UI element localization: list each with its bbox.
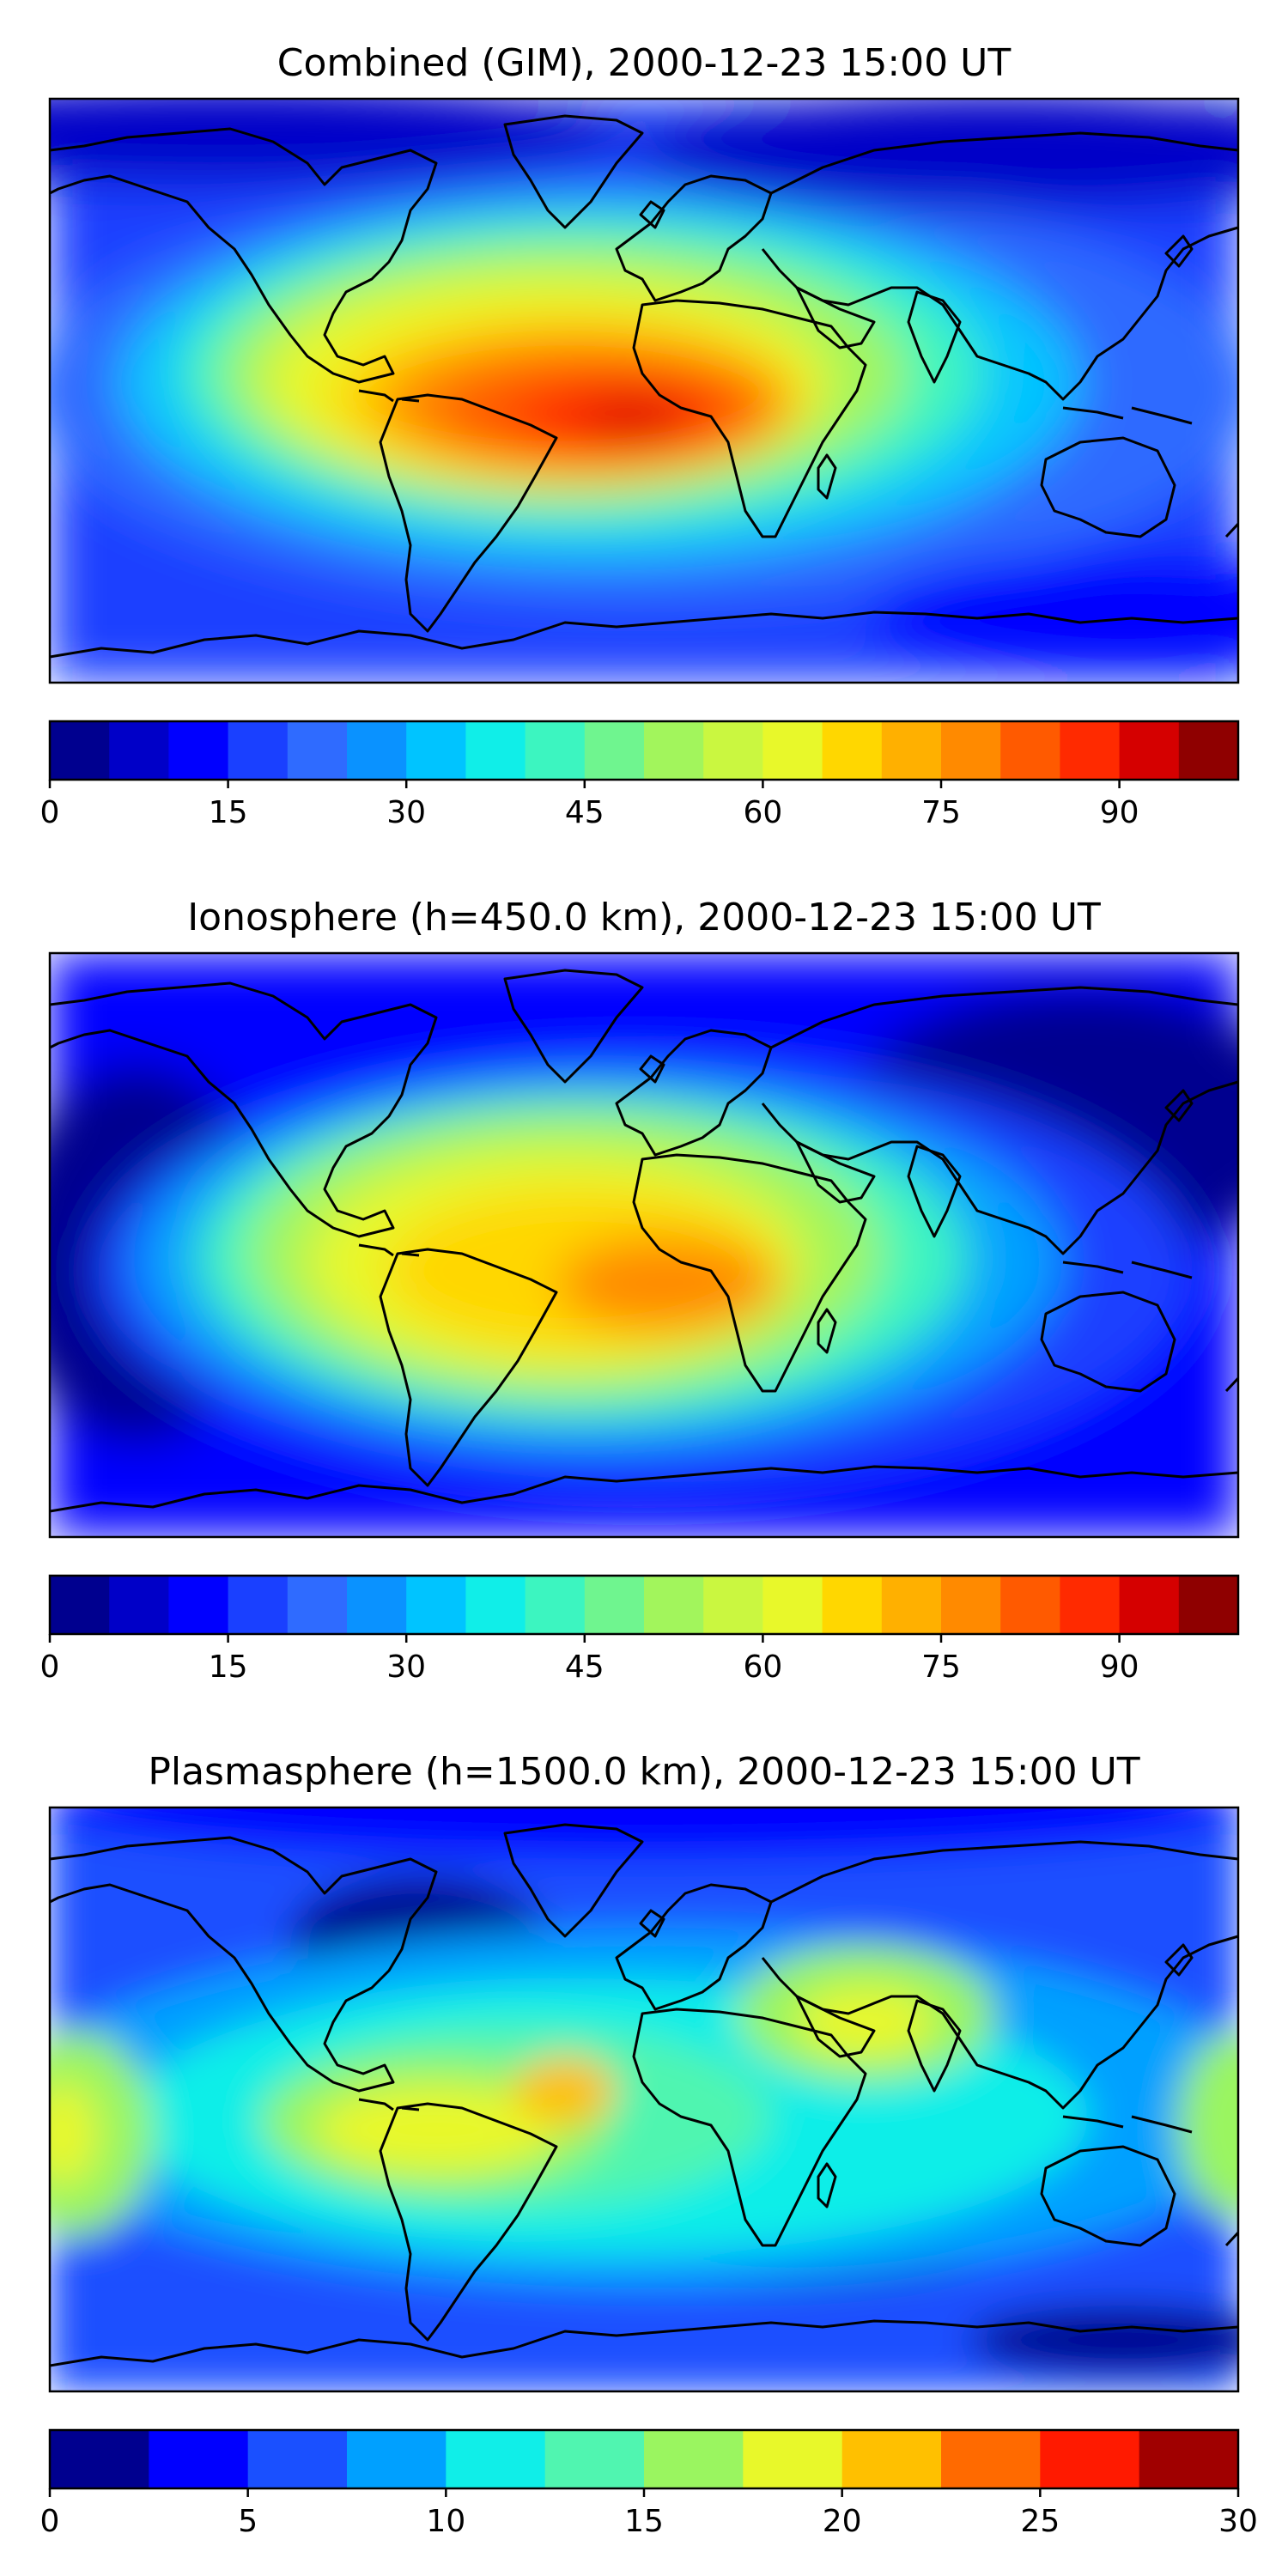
map-frame bbox=[48, 97, 1240, 684]
colorbar-segment bbox=[168, 1576, 229, 1634]
colorbar-segment bbox=[1178, 1576, 1239, 1634]
colorbar-segment bbox=[1060, 1576, 1121, 1634]
colorbar-segment bbox=[644, 1576, 704, 1634]
colorbar-tick-label: 5 bbox=[238, 2504, 258, 2539]
colorbar-frame bbox=[48, 1574, 1240, 1636]
tec-map bbox=[50, 99, 1238, 683]
colorbar-tick-label: 60 bbox=[743, 795, 782, 830]
panel-ionosphere: Ionosphere (h=450.0 km), 2000-12-23 15:0… bbox=[40, 896, 1240, 1685]
colorbar-segment bbox=[1060, 721, 1121, 780]
colorbar-segment bbox=[762, 721, 823, 780]
tec-map bbox=[50, 953, 1238, 1537]
colorbar-segment bbox=[1000, 721, 1060, 780]
colorbar-tick-label: 75 bbox=[921, 795, 961, 830]
colorbar-segment bbox=[941, 2430, 1041, 2488]
colorbar-tick-label: 15 bbox=[209, 1649, 248, 1685]
colorbar-segment bbox=[50, 721, 110, 780]
panel-title: Ionosphere (h=450.0 km), 2000-12-23 15:0… bbox=[187, 896, 1101, 939]
colorbar-tick-label: 30 bbox=[1218, 2504, 1258, 2539]
colorbar-segment bbox=[406, 1576, 466, 1634]
colorbar-segment bbox=[822, 721, 883, 780]
colorbar-segment bbox=[347, 721, 407, 780]
colorbar-segment bbox=[1119, 721, 1180, 780]
colorbar-segment bbox=[703, 721, 763, 780]
map-frame bbox=[48, 1806, 1240, 2393]
colorbar-tick-label: 90 bbox=[1100, 795, 1139, 830]
colorbar: 0 15 30 45 60 75 90 bbox=[40, 720, 1240, 830]
colorbar-segment bbox=[228, 1576, 289, 1634]
colorbar-segment bbox=[347, 1576, 407, 1634]
colorbar-segment bbox=[584, 721, 645, 780]
colorbar-tick-label: 45 bbox=[565, 1649, 605, 1685]
colorbar-segment bbox=[247, 2430, 348, 2488]
colorbar-segment bbox=[881, 721, 942, 780]
colorbar: 0 15 30 45 60 75 90 bbox=[40, 1574, 1240, 1685]
colorbar-segment bbox=[50, 2430, 149, 2488]
colorbar-tick-label: 0 bbox=[40, 795, 60, 830]
panel-combined: Combined (GIM), 2000-12-23 15:00 UT 0 15 3… bbox=[40, 41, 1240, 830]
colorbar-segment bbox=[109, 1576, 169, 1634]
colorbar-tick-label: 60 bbox=[743, 1649, 782, 1685]
colorbar-segment bbox=[446, 2430, 546, 2488]
colorbar-segment bbox=[584, 1576, 645, 1634]
colorbar-tick-label: 30 bbox=[386, 1649, 426, 1685]
colorbar-segment bbox=[841, 2430, 942, 2488]
colorbar-segment bbox=[881, 1576, 942, 1634]
colorbar: 0 5 10 15 20 25 30 bbox=[40, 2428, 1258, 2539]
map-frame bbox=[48, 951, 1240, 1539]
colorbar-tick-label: 0 bbox=[40, 2504, 60, 2539]
panel-title: Combined (GIM), 2000-12-23 15:00 UT bbox=[277, 41, 1012, 85]
panel-title: Plasmasphere (h=1500.0 km), 2000-12-23 1… bbox=[148, 1750, 1139, 1794]
colorbar-tick-label: 30 bbox=[386, 795, 426, 830]
colorbar-tick-label: 0 bbox=[40, 1649, 60, 1685]
colorbar-tick-label: 90 bbox=[1100, 1649, 1139, 1685]
colorbar-segment bbox=[287, 721, 348, 780]
colorbar-tick-label: 15 bbox=[209, 795, 248, 830]
colorbar-tick-label: 75 bbox=[921, 1649, 961, 1685]
colorbar-segment bbox=[1178, 721, 1239, 780]
colorbar-tick-label: 25 bbox=[1020, 2504, 1060, 2539]
colorbar-segment bbox=[406, 721, 466, 780]
colorbar-segment bbox=[525, 1576, 586, 1634]
colorbar-segment bbox=[525, 721, 586, 780]
colorbar-frame bbox=[48, 720, 1240, 781]
colorbar-segment bbox=[287, 1576, 348, 1634]
colorbar-segment bbox=[743, 2430, 843, 2488]
colorbar-segment bbox=[941, 1576, 1001, 1634]
colorbar-segment bbox=[1040, 2430, 1140, 2488]
colorbar-segment bbox=[1000, 1576, 1060, 1634]
colorbar-segment bbox=[109, 721, 169, 780]
colorbar-segment bbox=[50, 1576, 110, 1634]
colorbar-segment bbox=[1119, 1576, 1180, 1634]
colorbar-segment bbox=[703, 1576, 763, 1634]
colorbar-segment bbox=[762, 1576, 823, 1634]
colorbar-tick-label: 15 bbox=[624, 2504, 664, 2539]
colorbar-segment bbox=[544, 2430, 645, 2488]
colorbar-segment bbox=[822, 1576, 883, 1634]
tec-map bbox=[50, 1807, 1238, 2391]
colorbar-segment bbox=[347, 2430, 447, 2488]
colorbar-segment bbox=[168, 721, 229, 780]
colorbar-segment bbox=[465, 721, 526, 780]
colorbar-segment bbox=[149, 2430, 249, 2488]
colorbar-segment bbox=[1139, 2430, 1239, 2488]
colorbar-segment bbox=[941, 721, 1001, 780]
colorbar-tick-label: 45 bbox=[565, 795, 605, 830]
colorbar-segment bbox=[228, 721, 289, 780]
colorbar-segment bbox=[644, 721, 704, 780]
colorbar-tick-label: 10 bbox=[426, 2504, 465, 2539]
colorbar-segment bbox=[644, 2430, 744, 2488]
colorbar-tick-label: 20 bbox=[823, 2504, 862, 2539]
panel-plasmasphere: Plasmasphere (h=1500.0 km), 2000-12-23 1… bbox=[40, 1750, 1258, 2539]
colorbar-segment bbox=[465, 1576, 526, 1634]
